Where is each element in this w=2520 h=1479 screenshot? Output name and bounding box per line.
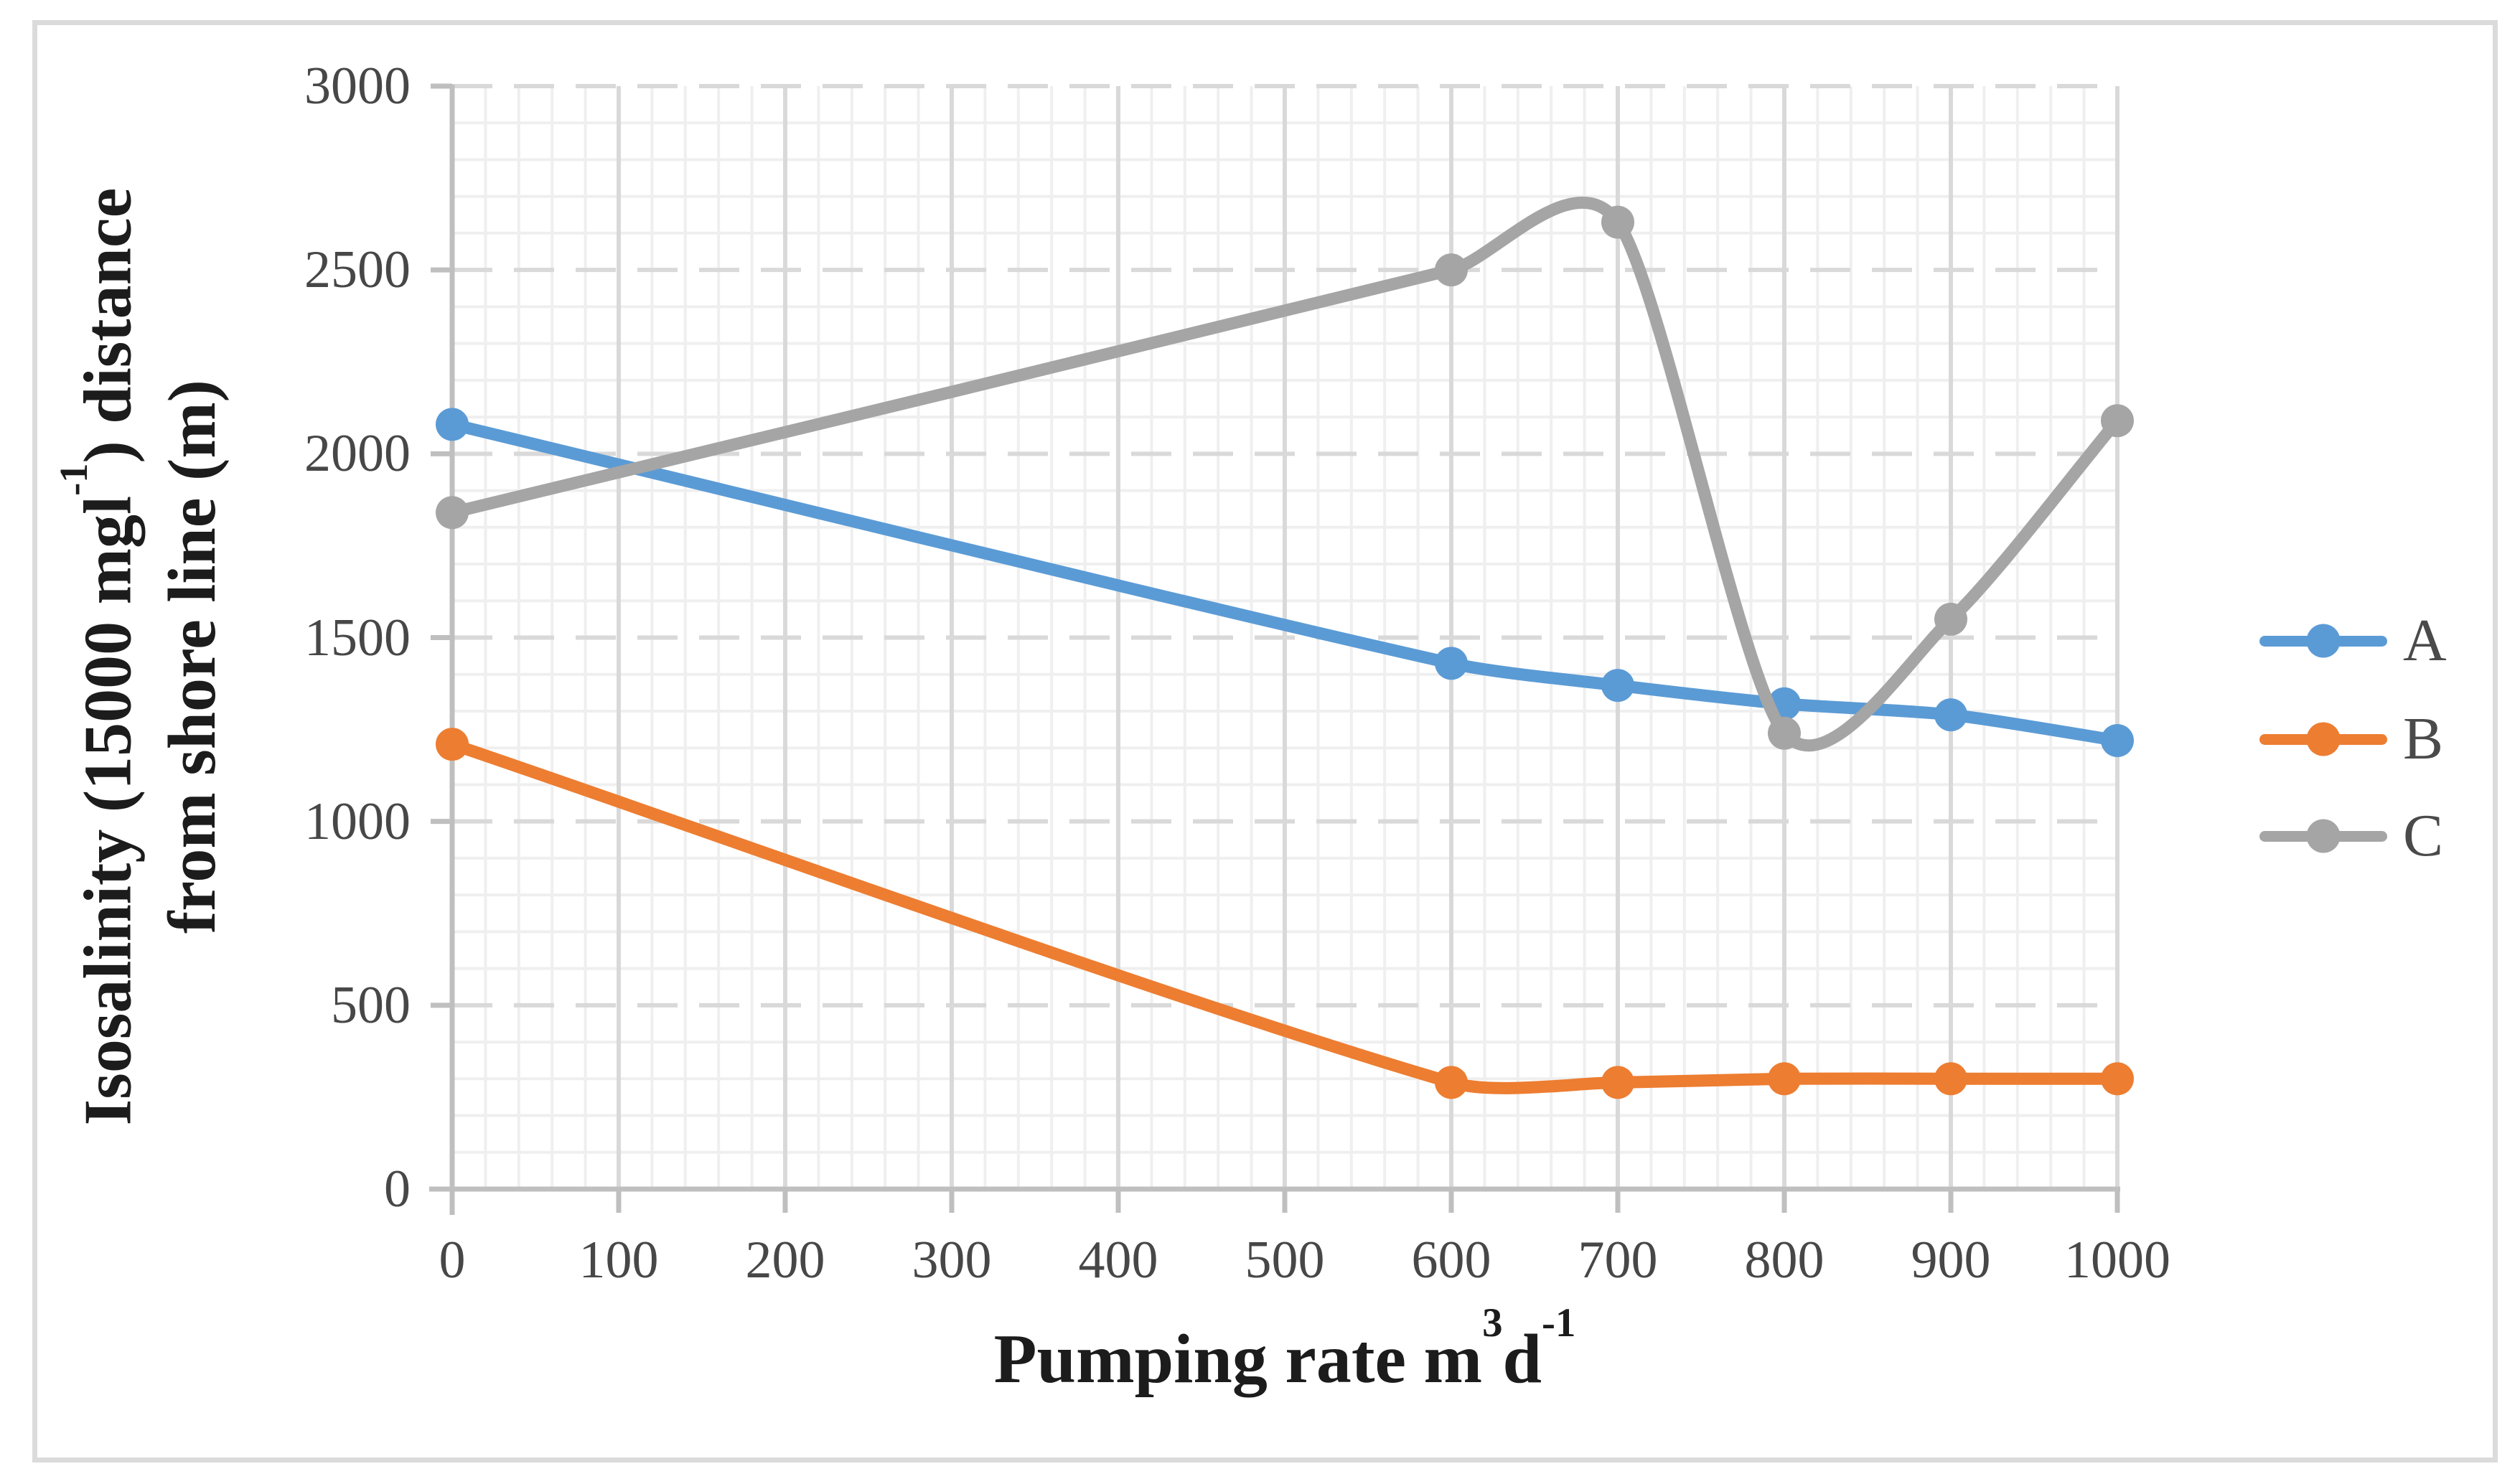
data-point-b-x1000: [2101, 1062, 2134, 1096]
y-tick-label-1500: 1500: [304, 608, 411, 667]
y-tick-label-3000: 3000: [304, 57, 411, 116]
data-point-c-x900: [1934, 602, 1967, 636]
data-point-b-x900: [1934, 1062, 1967, 1096]
data-point-a-x600: [1435, 647, 1468, 680]
x-tick-label-100: 100: [579, 1231, 659, 1290]
data-point-c-x0: [436, 496, 469, 530]
x-tick-label-700: 700: [1578, 1231, 1658, 1290]
y-tick-label-2500: 2500: [304, 240, 411, 300]
y-axis-title-line2: from shore line (m): [155, 380, 230, 934]
x-axis-title: Pumping rate m3d-1: [993, 1301, 1576, 1399]
x-tick-label-600: 600: [1411, 1231, 1491, 1290]
y-axis-title-sup-1: -1: [51, 463, 95, 496]
data-point-c-x700: [1601, 205, 1634, 239]
data-point-b-x600: [1435, 1066, 1468, 1099]
data-point-c-x600: [1435, 253, 1468, 287]
x-tick-label-0: 0: [439, 1231, 466, 1290]
data-point-b-x700: [1601, 1066, 1634, 1099]
data-point-a-x1000: [2101, 723, 2134, 757]
x-tick-label-200: 200: [745, 1231, 825, 1290]
y-axis-title: Isosalinity (15000 mgl-1) distance from …: [51, 118, 230, 1195]
x-tick-label-400: 400: [1078, 1231, 1158, 1290]
x-tick-label-900: 900: [1911, 1231, 1991, 1290]
data-point-a-x0: [436, 408, 469, 441]
y-axis-title-line1-end: ) distance: [70, 187, 146, 464]
y-tick-label-0: 0: [384, 1160, 411, 1219]
data-point-c-x1000: [2101, 404, 2134, 438]
data-point-a-x900: [1934, 698, 1967, 732]
data-point-c-x800: [1768, 716, 1801, 750]
y-tick-label-2000: 2000: [304, 424, 411, 484]
y-tick-label-500: 500: [331, 975, 411, 1035]
data-point-b-x0: [436, 728, 469, 761]
x-axis-title-text: Pumping rate m: [993, 1320, 1483, 1398]
x-axis-title-d: d: [1502, 1320, 1542, 1398]
y-tick-label-1000: 1000: [304, 792, 411, 851]
data-point-b-x800: [1768, 1062, 1801, 1096]
x-axis-title-sup-1: -1: [1542, 1300, 1576, 1346]
x-tick-label-500: 500: [1245, 1231, 1325, 1290]
data-point-a-x700: [1601, 669, 1634, 703]
x-tick-label-1000: 1000: [2064, 1231, 2170, 1290]
x-axis-title-sup3: 3: [1482, 1300, 1503, 1346]
y-axis-title-line1: Isosalinity (15000 mgl: [70, 495, 146, 1126]
x-tick-label-800: 800: [1744, 1231, 1825, 1290]
x-tick-label-300: 300: [912, 1231, 992, 1290]
